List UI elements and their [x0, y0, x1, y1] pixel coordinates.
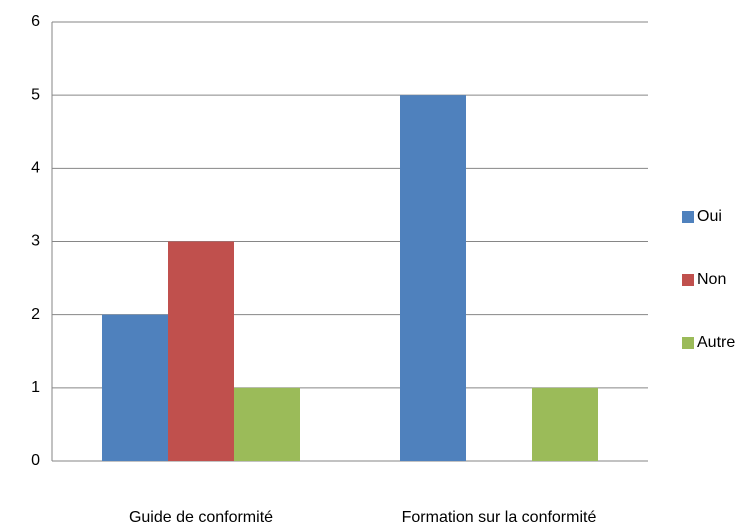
bar: [102, 314, 168, 461]
legend-swatch: [682, 211, 694, 223]
y-tick-label: 4: [31, 160, 40, 177]
x-tick-label: Guide de conformité: [129, 509, 273, 526]
bar: [168, 241, 234, 461]
y-tick-label: 0: [31, 452, 40, 469]
x-tick-label: Formation sur la conformité: [402, 509, 597, 526]
y-tick-label: 6: [31, 13, 40, 30]
bar: [400, 95, 466, 462]
y-tick-label: 3: [31, 233, 40, 250]
y-tick-label: 2: [31, 306, 40, 323]
legend-swatch: [682, 337, 694, 349]
legend-label: Non: [697, 271, 726, 288]
bar: [234, 387, 300, 461]
bar: [532, 387, 598, 461]
y-tick-label: 5: [31, 86, 40, 103]
legend-label: Autre: [697, 334, 735, 351]
legend-swatch: [682, 274, 694, 286]
legend-label: Oui: [697, 208, 722, 225]
y-tick-label: 1: [31, 379, 40, 396]
